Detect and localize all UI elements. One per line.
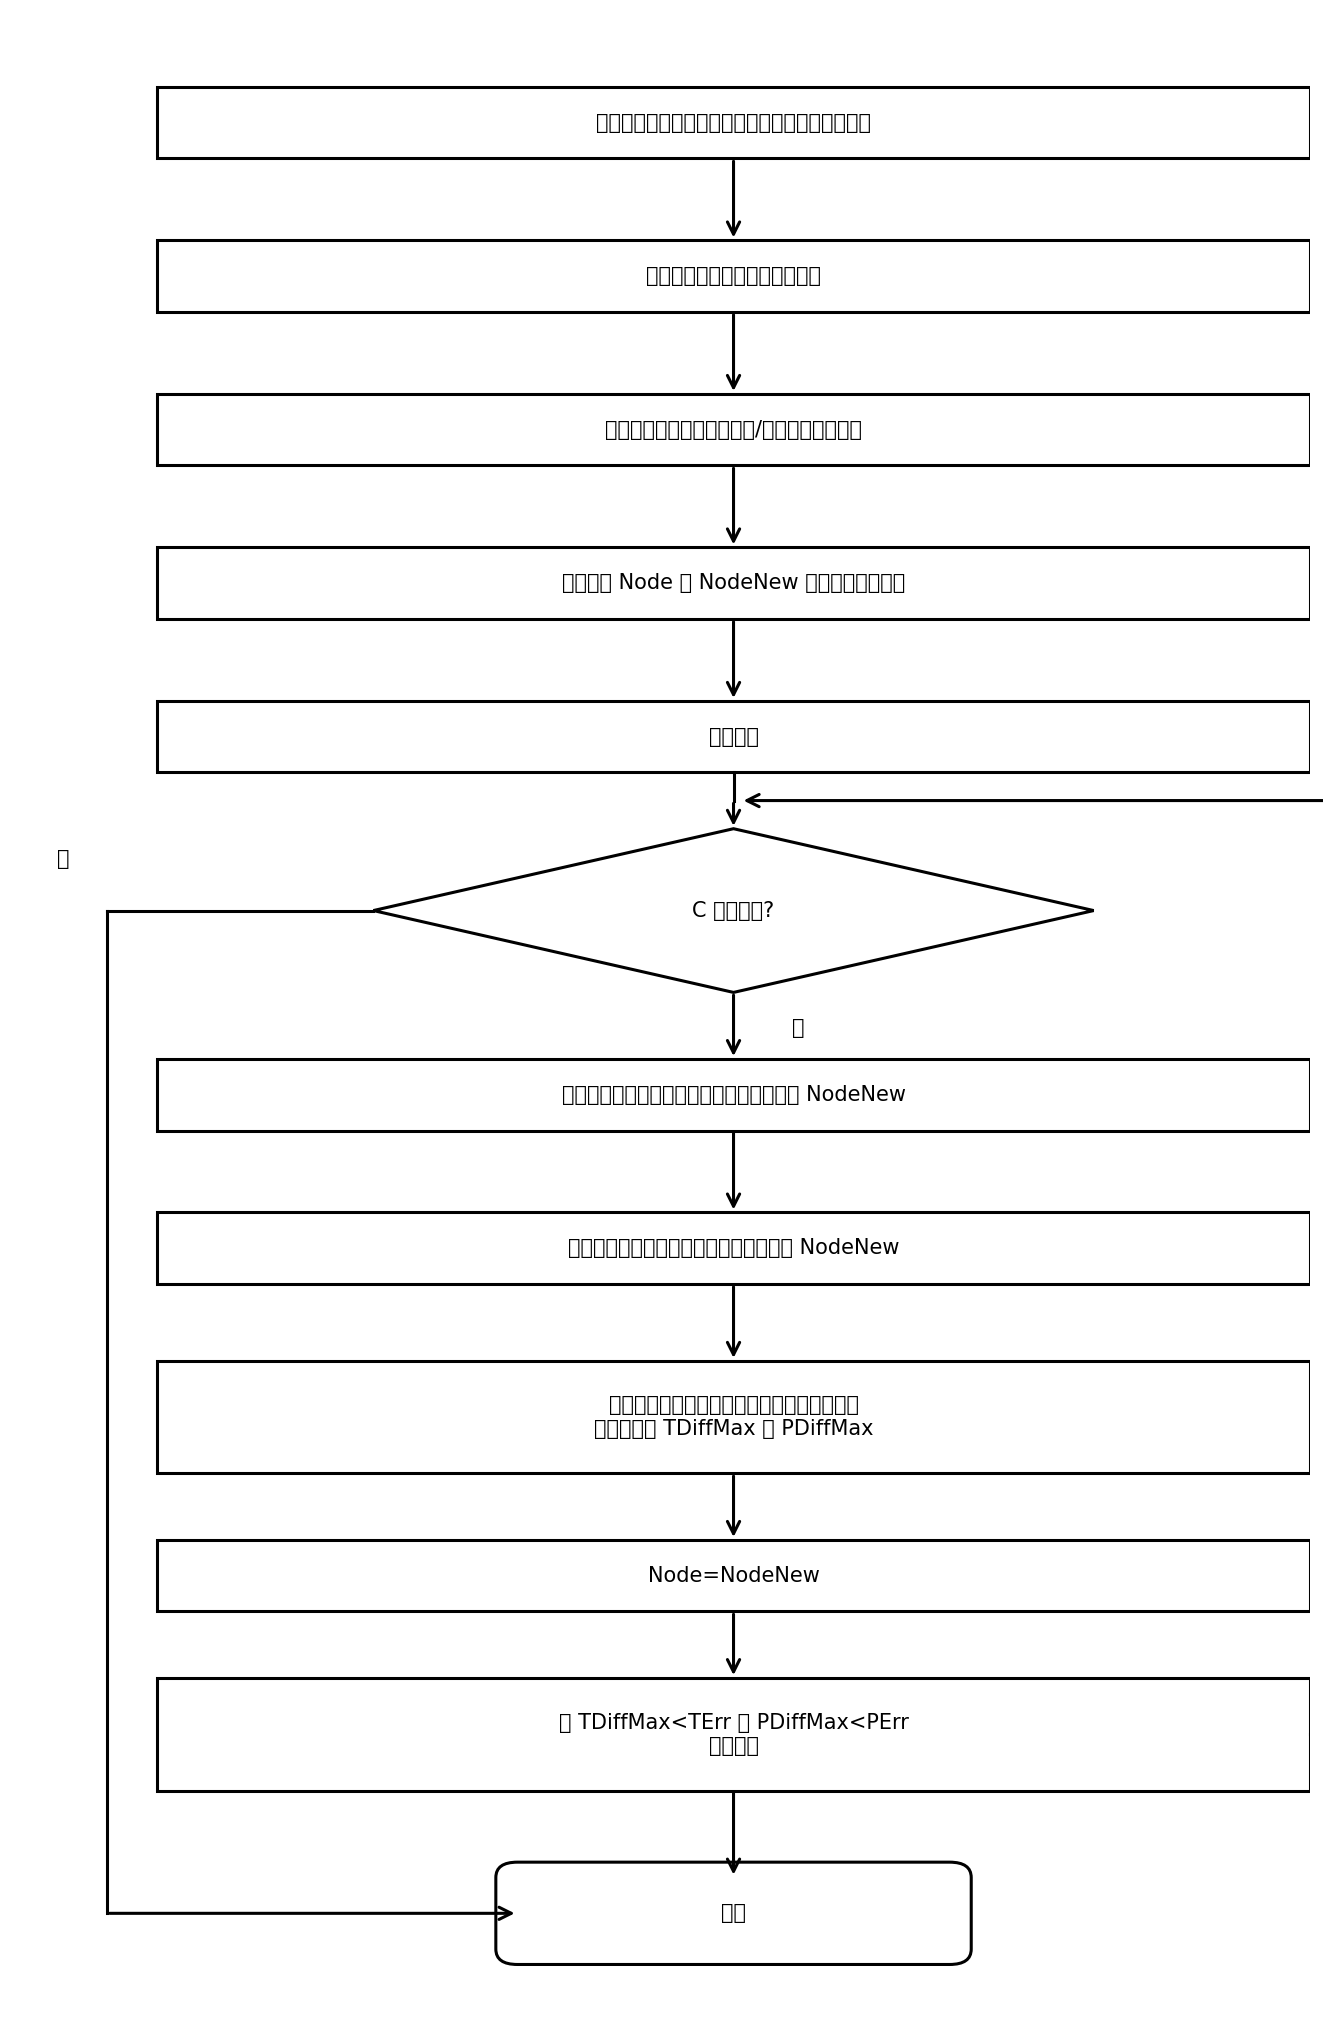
Text: 假: 假 (792, 1018, 804, 1038)
Text: 收敛为假: 收敛为假 (709, 727, 758, 747)
Text: 计算环空钻井液节点新温度和压力，更新 NodeNew: 计算环空钻井液节点新温度和压力，更新 NodeNew (568, 1238, 900, 1258)
Text: 比较所有节点相邻两次迭代温度差和压力差，
最大值赋给 TDiffMax 和 PDiffMax: 比较所有节点相邻两次迭代温度差和压力差， 最大值赋给 TDiffMax 和 PD… (594, 1395, 873, 1439)
FancyBboxPatch shape (157, 393, 1310, 466)
Text: 节点数组 Node 和 NodeNew 赋初始温度和压力: 节点数组 Node 和 NodeNew 赋初始温度和压力 (562, 572, 905, 592)
FancyBboxPatch shape (157, 548, 1310, 619)
FancyBboxPatch shape (157, 700, 1310, 772)
Polygon shape (373, 829, 1094, 992)
Text: Node=NodeNew: Node=NodeNew (647, 1566, 819, 1586)
FancyBboxPatch shape (157, 1678, 1310, 1790)
FancyBboxPatch shape (157, 1539, 1310, 1610)
Text: 根据井身结构和钻具组合划分网格，记录径向信息: 根据井身结构和钻具组合划分网格，记录径向信息 (597, 112, 871, 132)
Text: 真: 真 (57, 849, 70, 869)
FancyBboxPatch shape (157, 88, 1310, 159)
FancyBboxPatch shape (157, 240, 1310, 312)
Text: 结束: 结束 (721, 1904, 746, 1924)
Text: 计算钻柱内钻井液节点新温度和压力，更新 NodeNew: 计算钻柱内钻井液节点新温度和压力，更新 NodeNew (561, 1085, 905, 1106)
Text: 若 TDiffMax<TErr 且 PDiffMax<PErr
收敛为真: 若 TDiffMax<TErr 且 PDiffMax<PErr 收敛为真 (558, 1712, 909, 1755)
FancyBboxPatch shape (157, 1211, 1310, 1285)
FancyBboxPatch shape (157, 1059, 1310, 1130)
Text: 根据井眼轨迹计算网格垂向坐标: 根据井眼轨迹计算网格垂向坐标 (646, 267, 822, 287)
Text: C 收敛为真?: C 收敛为真? (692, 900, 775, 920)
FancyBboxPatch shape (496, 1863, 971, 1965)
FancyBboxPatch shape (157, 1360, 1310, 1474)
Text: 生成节点垂直深度对应海水/地层原始温度剖面: 生成节点垂直深度对应海水/地层原始温度剖面 (605, 419, 863, 440)
